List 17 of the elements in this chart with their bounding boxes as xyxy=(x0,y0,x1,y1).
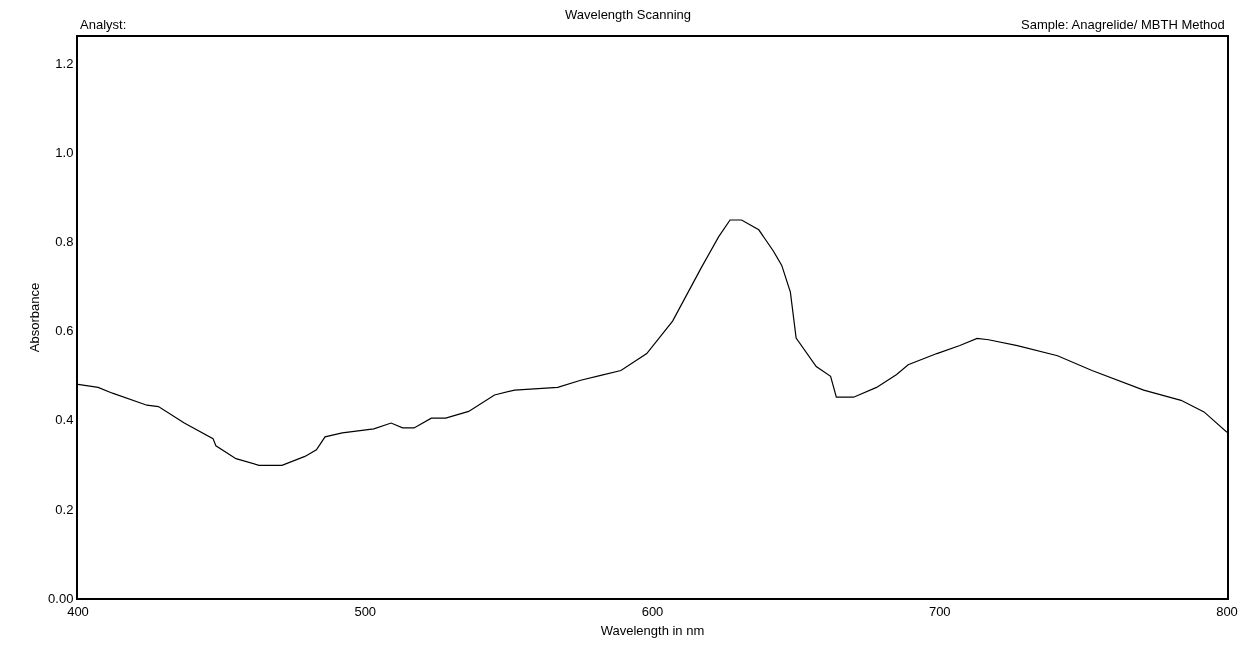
x-tick-label: 700 xyxy=(928,603,951,619)
y-tick-label: 0.4 xyxy=(55,412,74,428)
text: Analyst: xyxy=(80,17,127,32)
y-tick-label: 1.2 xyxy=(55,56,74,72)
text: Sample: Anagrelide/ MBTH Method xyxy=(1021,17,1225,32)
y-tick-label: 0.2 xyxy=(55,501,74,517)
y-axis-title: Absorbance xyxy=(26,282,42,353)
chart-title: Wavelength Scanning xyxy=(565,6,691,22)
x-tick-label: 400 xyxy=(67,603,89,619)
y-tick-label: 0.6 xyxy=(55,323,74,339)
x-tick-label: 800 xyxy=(1216,603,1238,619)
x-tick-label: 500 xyxy=(354,603,377,619)
x-axis-title: Wavelength in nm xyxy=(600,622,705,638)
y-tick-label: 0.8 xyxy=(55,234,74,250)
y-tick-label: 1.0 xyxy=(55,145,74,161)
x-tick-label: 600 xyxy=(641,603,664,619)
y-tick-label: 0.00 xyxy=(48,590,74,606)
